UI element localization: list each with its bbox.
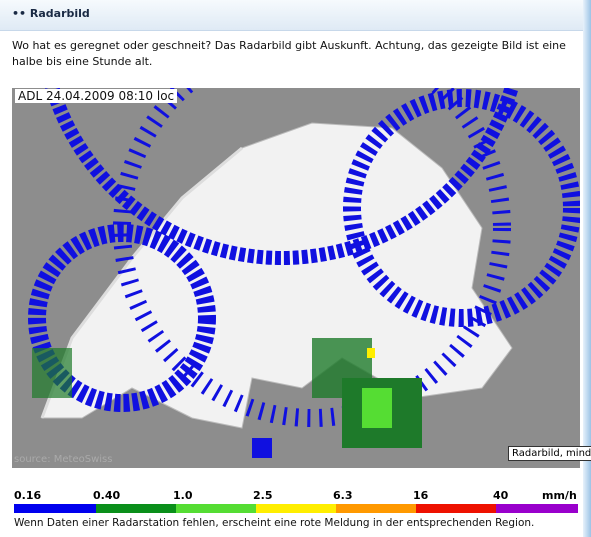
- intro-text: Wo hat es geregnet oder geschneit? Das R…: [12, 39, 566, 68]
- legend-tick: 40: [493, 489, 509, 502]
- legend-tick: 1.0: [173, 489, 193, 502]
- side-strip: [583, 0, 591, 537]
- header-title: •• Radarbild: [12, 7, 90, 20]
- legend-tick: 16: [413, 489, 429, 502]
- legend: mm/h 0.16 0.40 1.0 2.5 6.3 16 40: [14, 489, 578, 513]
- footer-note: Wenn Daten einer Radarstation fehlen, er…: [14, 517, 535, 529]
- title-text: Radarbild: [29, 7, 90, 20]
- map-timestamp: ADL 24.04.2009 08:10 loc: [15, 89, 178, 103]
- header: •• Radarbild: [0, 0, 583, 31]
- legend-tick: 6.3: [333, 489, 353, 502]
- legend-tick: 0.16: [14, 489, 41, 502]
- legend-tick: 0.40: [93, 489, 120, 502]
- legend-unit: mm/h: [542, 489, 577, 502]
- tooltip: Radarbild, mind.: [508, 446, 591, 461]
- legend-tick: 2.5: [253, 489, 273, 502]
- map-source: source: MeteoSwiss: [14, 454, 113, 465]
- radar-map: [12, 88, 580, 468]
